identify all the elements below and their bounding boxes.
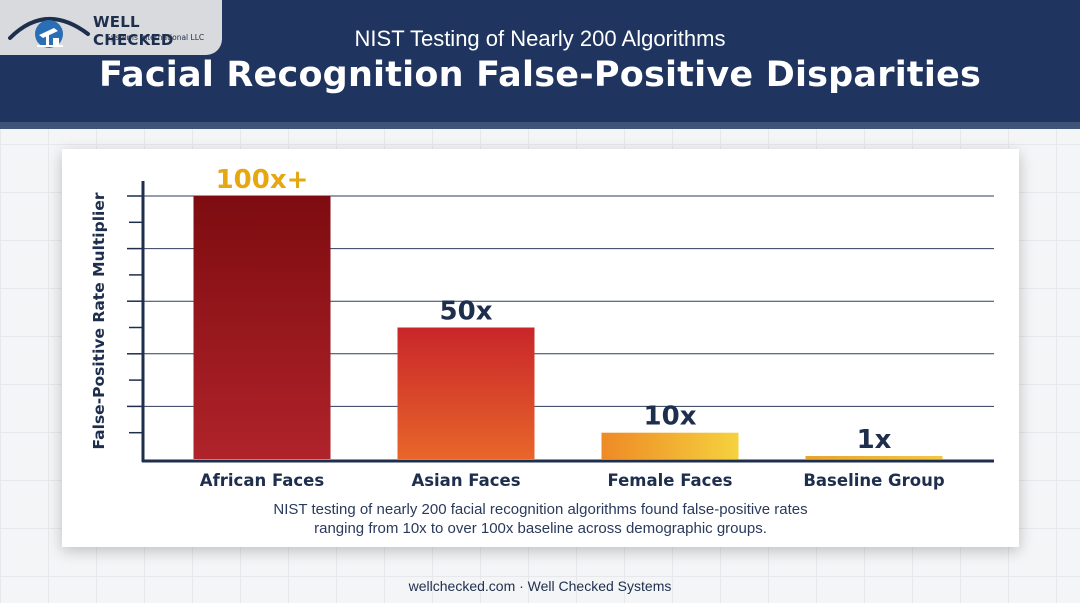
bar-3 <box>601 432 739 459</box>
x-tick-label: Baseline Group <box>803 471 944 490</box>
logo: WELL CHECKED Systems International LLC <box>0 0 222 55</box>
pumpjack-logo-icon <box>8 17 90 48</box>
bar-chart: 100x+ African Faces 50x Asian Faces 10x Femal… <box>90 165 994 490</box>
x-tick-label: African Faces <box>200 471 325 490</box>
chart-card: 100x+ African Faces 50x Asian Faces 10x Femal… <box>62 149 1019 547</box>
x-tick-label: Female Faces <box>608 471 733 490</box>
y-axis-label: False-Positive Rate Multiplier <box>90 192 108 449</box>
bar-value-label: 1x <box>857 425 892 455</box>
bar-value-label: 100x+ <box>216 165 309 195</box>
bar-4 <box>805 456 943 459</box>
chart-caption: NIST testing of nearly 200 facial recogn… <box>62 500 1019 538</box>
page-title: Facial Recognition False-Positive Dispar… <box>98 55 982 95</box>
header-banner: WELL CHECKED Systems International LLC N… <box>0 0 1080 122</box>
brand-name: WELL CHECKED <box>93 13 174 49</box>
brand-tagline: Systems International LLC <box>106 33 205 42</box>
caption-line-1: NIST testing of nearly 200 facial recogn… <box>273 501 808 518</box>
footer-text: wellchecked.com · Well Checked Systems <box>408 578 672 594</box>
bar-2 <box>397 327 535 459</box>
x-tick-label: Asian Faces <box>411 471 520 490</box>
header-stripe <box>0 122 1080 129</box>
bar-1 <box>193 196 331 459</box>
bar-value-label: 10x <box>644 402 697 432</box>
bar-value-label: 50x <box>440 297 493 327</box>
page-subtitle: NIST Testing of Nearly 200 Algorithms <box>354 26 726 51</box>
caption-line-2: ranging from 10x to over 100x baseline a… <box>314 520 767 537</box>
